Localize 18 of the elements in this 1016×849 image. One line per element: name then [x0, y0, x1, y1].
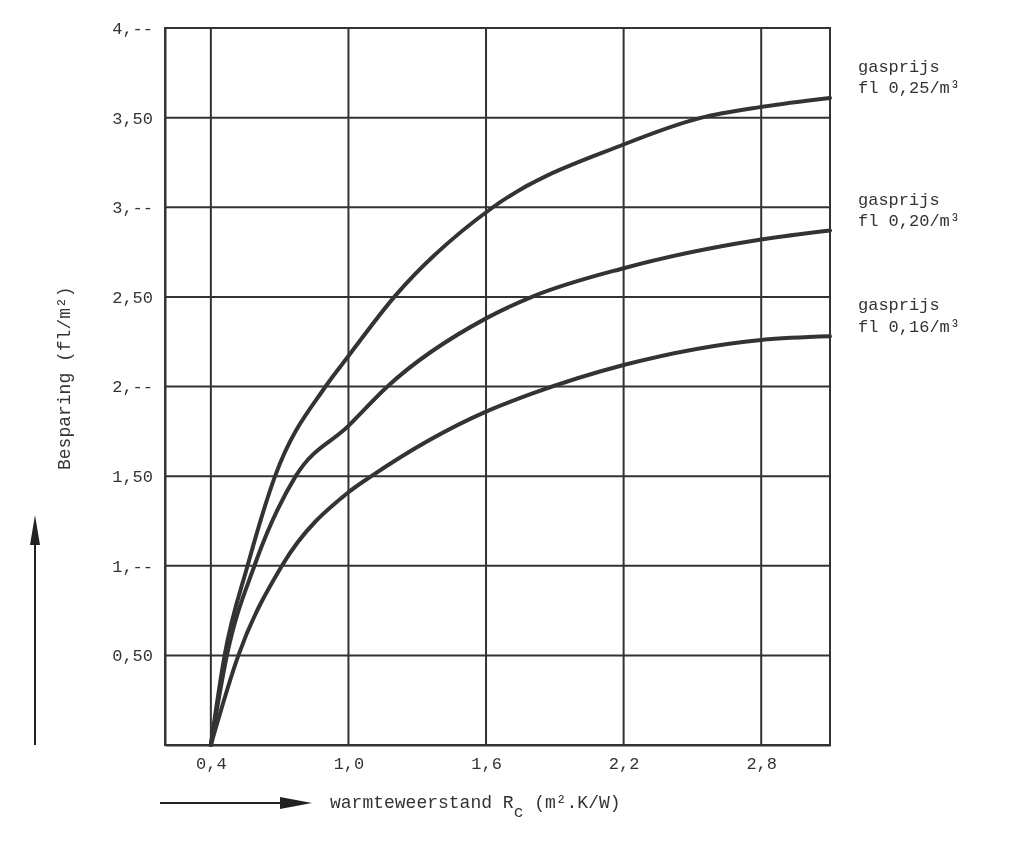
x-tick-label: 1,0 — [333, 755, 365, 775]
y-tick-label: 3,-- — [112, 199, 153, 219]
series-label: gasprijs fl 0,20/m³ — [858, 190, 961, 231]
y-tick-label: 1,50 — [112, 468, 153, 488]
x-tick-label: 0,4 — [196, 755, 227, 775]
x-axis-title: warmteweerstand R$_{c}$ (m².K/W) — [330, 793, 621, 822]
y-tick-label: 4,-- — [112, 19, 153, 39]
y-tick-label: 3,50 — [112, 109, 153, 129]
y-axis-title: Besparing (fl/m²) — [55, 286, 75, 470]
x-tick-label: 2,8 — [746, 755, 778, 775]
x-tick-label: 1,6 — [471, 755, 502, 775]
series-label: gasprijs fl 0,16/m³ — [858, 296, 961, 337]
series-label: gasprijs fl 0,25/m³ — [858, 57, 961, 99]
y-tick-label: 1,-- — [112, 557, 153, 577]
x-tick-label: 2,2 — [608, 755, 640, 775]
y-tick-label: 2,50 — [112, 288, 153, 308]
y-tick-label: 2,-- — [112, 378, 153, 398]
y-tick-label: 0,50 — [112, 647, 153, 667]
